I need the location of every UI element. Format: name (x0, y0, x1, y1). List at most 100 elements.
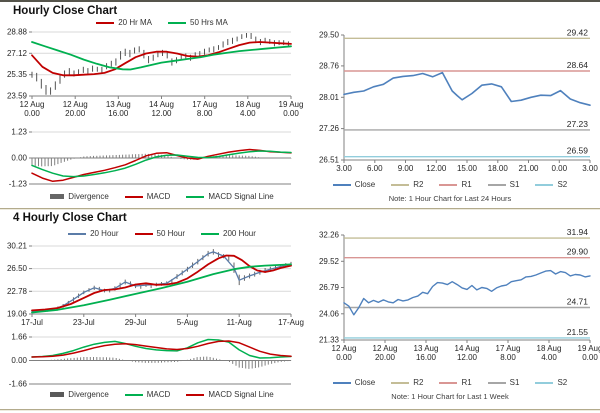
series-line-macd (31, 338, 292, 359)
series-line-200-hour (31, 263, 292, 314)
x-tick-label: 12 Aug (332, 344, 357, 353)
legend-swatch (487, 183, 506, 186)
series-line-20-hour (31, 251, 292, 312)
level-label-s2: 21.55 (567, 327, 589, 337)
level-label-r2: 31.94 (567, 227, 589, 237)
bottom-divider (0, 409, 600, 411)
x-tick-label: 19 Aug (279, 100, 304, 109)
x-tick-label: 8.00 (500, 353, 516, 362)
y-tick-label: 25.35 (7, 70, 28, 79)
legend-label: S2 (557, 180, 568, 189)
x-tick-label: 5-Aug (177, 318, 198, 327)
level-label-s2: 26.59 (567, 146, 589, 156)
y-tick-label: 28.88 (7, 28, 28, 37)
y-tick-label: 27.26 (319, 124, 340, 133)
y-tick-label: 0.00 (11, 154, 27, 163)
y-tick-label: 26.79 (319, 283, 340, 292)
x-tick-label: 21.00 (518, 164, 539, 173)
x-tick-label: 4.00 (541, 353, 557, 362)
legend-item-r2: R2 (391, 180, 423, 189)
legend-label: 20 Hr MA (118, 18, 152, 27)
legend-label: R1 (461, 180, 472, 189)
legend-label: Close (354, 180, 376, 189)
legend-item-20-hour: 20 Hour (68, 229, 119, 238)
legend-swatch (535, 183, 554, 186)
legend-swatch (332, 381, 351, 384)
x-tick-label: 0.00 (582, 353, 598, 362)
x-tick-label: 12 Aug (20, 100, 45, 109)
x-tick-label: 14 Aug (149, 100, 174, 109)
legend-label: R2 (413, 180, 424, 189)
legend-label: 50 Hour (156, 229, 185, 238)
legend-swatch (168, 21, 186, 24)
y-tick-label: 27.12 (7, 49, 28, 58)
legend-item-r1: R1 (439, 378, 472, 387)
legend-swatch (96, 21, 115, 24)
x-tick-label: 12.00 (426, 164, 447, 173)
x-tick-label: 20.00 (65, 109, 86, 118)
x-tick-label: 12 Aug (63, 100, 88, 109)
x-tick-label: 17-Jul (21, 318, 43, 327)
x-tick-label: 3.00 (582, 164, 598, 173)
x-tick-label: 6.00 (367, 164, 383, 173)
y-tick-label: 23.59 (7, 92, 28, 101)
level-label-s1: 27.23 (567, 119, 589, 129)
x-tick-label: 14 Aug (455, 344, 480, 353)
hourly-close-chart-title: Hourly Close Chart (13, 5, 118, 17)
legend-item-s1: S1 (487, 180, 519, 189)
x-tick-label: 0.00 (336, 353, 352, 362)
x-tick-label: 16.00 (108, 109, 129, 118)
legend-label: Close (354, 378, 376, 387)
legend-label: S2 (557, 378, 568, 387)
legend-label: Divergence (68, 192, 109, 201)
x-tick-label: 0.00 (552, 164, 568, 173)
y-tick-label: 0.00 (11, 356, 27, 365)
y-tick-label: 1.23 (11, 128, 27, 137)
y-tick-label: 22.78 (7, 287, 28, 296)
legend-label: 200 Hour (223, 229, 256, 238)
legend-label: R1 (461, 378, 472, 387)
level-label-r2: 29.42 (567, 27, 589, 37)
y-tick-label: 28.76 (319, 61, 340, 70)
legend-swatch (487, 381, 506, 384)
x-tick-label: 16.00 (416, 353, 437, 362)
legend-swatch (439, 183, 458, 186)
section-divider (0, 208, 600, 210)
legend-item-macd-signal-line: MACD Signal Line (186, 390, 274, 399)
legend-item-r2: R2 (391, 378, 423, 387)
legend-label: MACD (146, 390, 171, 399)
x-tick-label: 19 Aug (578, 344, 600, 353)
legend-swatch (391, 183, 410, 186)
legend-item-s2: S2 (535, 180, 567, 189)
legend-swatch (201, 232, 219, 235)
legend-swatch (68, 232, 87, 235)
x-tick-label: 3.00 (336, 164, 352, 173)
series-line-close (343, 269, 591, 316)
level-label-r1: 28.64 (567, 60, 589, 70)
legend-swatch (439, 381, 458, 384)
y-tick-label: 30.21 (7, 242, 28, 251)
weekly-levels-note: Note: 1 Hour Chart for Last 1 Week (391, 392, 509, 401)
y-tick-label: 21.33 (319, 336, 340, 345)
legend-item-divergence: Divergence (50, 390, 109, 399)
legend-swatch (50, 392, 65, 397)
x-tick-label: 13 Aug (414, 344, 439, 353)
series-line-close (343, 71, 591, 106)
series-line-macd-signal-line (31, 150, 292, 178)
x-tick-label: 11-Aug (227, 318, 252, 327)
legend-swatch (186, 195, 205, 198)
legend-item-s2: S2 (535, 378, 567, 387)
y-tick-label: 32.26 (319, 231, 340, 240)
legend-swatch (50, 194, 65, 199)
legend-item-close: Close (332, 378, 376, 387)
legend-swatch (535, 381, 554, 384)
x-tick-label: 0.00 (283, 109, 299, 118)
x-tick-label: 8.00 (197, 109, 213, 118)
y-tick-label: 28.01 (319, 93, 340, 102)
hourly-macd-chart: 1.23 0.00 -1.23 (9, 128, 292, 189)
series-line-macd-signal-line (31, 340, 292, 358)
